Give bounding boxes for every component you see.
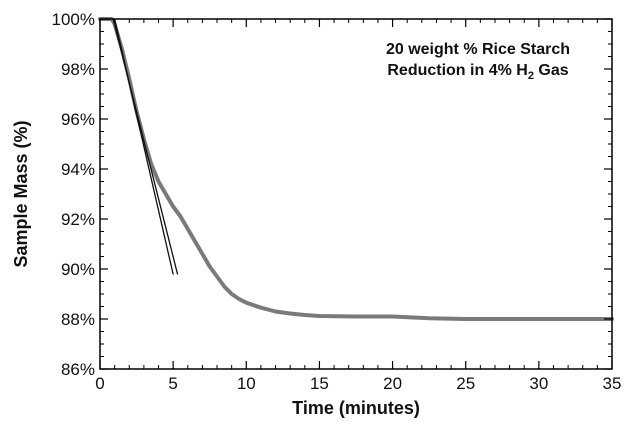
x-tick-label: 20	[383, 374, 402, 393]
x-tick-label: 25	[456, 374, 475, 393]
y-tick-label: 88%	[61, 310, 95, 329]
y-axis-title: Sample Mass (%)	[11, 120, 31, 267]
x-tick-label: 5	[168, 374, 177, 393]
x-tick-label: 10	[237, 374, 256, 393]
y-tick-label: 90%	[61, 260, 95, 279]
annotation-line-2-prefix: Reduction in 4% H	[387, 62, 527, 79]
y-tick-label: 98%	[61, 60, 95, 79]
annotation-line-1: 20 weight % Rice Starch	[386, 41, 570, 58]
tick-layer: 0 5 10 15 20 25 30 35 86% 88% 90% 92% 94% 96% 98% 100%	[52, 10, 622, 393]
series-layer	[98, 17, 614, 321]
y-tick-label: 86%	[61, 360, 95, 379]
x-tick-label: 0	[95, 374, 104, 393]
y-tick-label: 92%	[61, 210, 95, 229]
annotation-line-2-subscript: 2	[528, 70, 534, 82]
x-axis-title: Time (minutes)	[292, 398, 420, 418]
x-tick-label: 15	[310, 374, 329, 393]
y-tick-label: 96%	[61, 110, 95, 129]
annotation-line-2-suffix: Gas	[534, 62, 569, 79]
y-tick-label: 100%	[52, 10, 95, 29]
y-tick-label: 94%	[61, 160, 95, 179]
x-tick-label: 30	[529, 374, 548, 393]
tangent-line	[112, 18, 179, 275]
mass-curve-line	[98, 17, 614, 321]
annotation-line-2: Reduction in 4% H2 Gas	[387, 62, 568, 82]
x-tick-label: 35	[603, 374, 622, 393]
